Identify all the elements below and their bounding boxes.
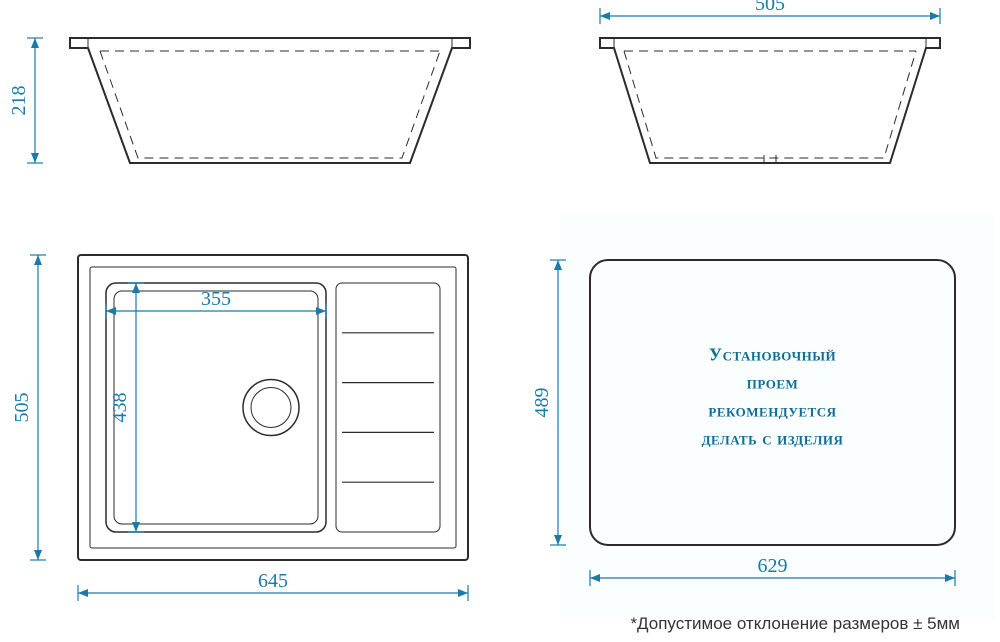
dimension-horizontal: 505 [600, 0, 940, 24]
profile-short-outer [600, 38, 940, 163]
technical-drawing: 218 505 645 505 355 438 Установочный проем реком… [0, 0, 1000, 642]
panel-text-line: проем [747, 373, 799, 393]
dimension-label: 489 [531, 388, 553, 418]
profile-long-dashed [100, 51, 440, 158]
dimension-label: 438 [109, 393, 131, 423]
dimension-label: 505 [11, 393, 33, 423]
topview-bowl [106, 283, 326, 532]
dimension-label: 629 [758, 555, 788, 577]
dimension-label: 218 [8, 86, 30, 116]
dimension-vertical: 218 [8, 38, 43, 163]
footnote-text: *Допустимое отклонение размеров ± 5мм [630, 614, 960, 634]
dimension-label: 645 [258, 570, 288, 592]
dimension-label: 355 [201, 288, 231, 310]
profile-short-dashed [624, 51, 916, 158]
topview-wing [336, 283, 440, 532]
topview-rim [90, 267, 456, 548]
panel-text-line: рекомендуется [708, 401, 836, 421]
dimension-label: 505 [755, 0, 785, 15]
panel-text-line: делать с изделия [702, 429, 844, 449]
dimension-vertical: 505 [11, 255, 46, 560]
profile-long-outer [70, 38, 470, 163]
panel-text-line: Установочный [709, 345, 836, 365]
dimension-horizontal: 645 [78, 570, 468, 601]
